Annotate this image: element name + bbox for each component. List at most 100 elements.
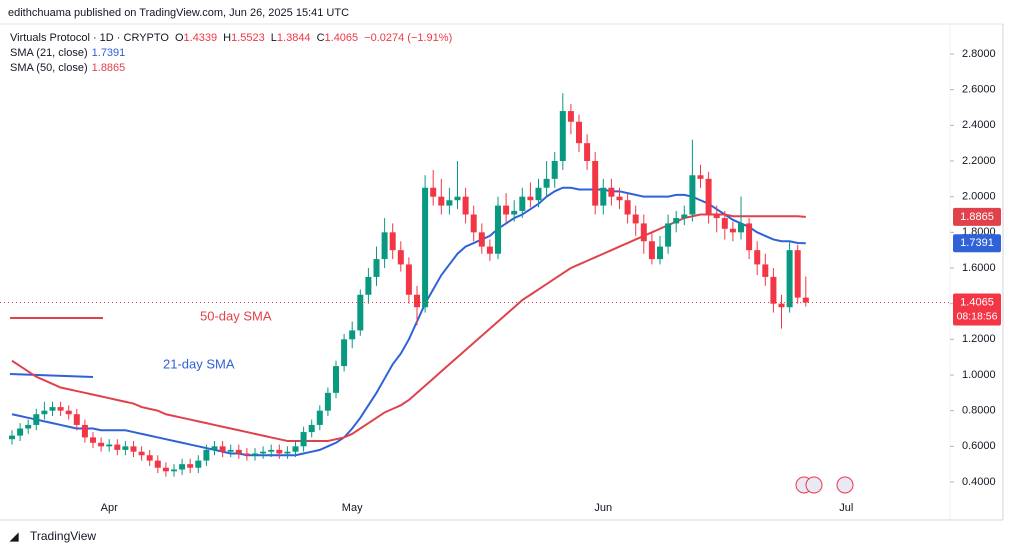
- legend-value: 1.7391: [92, 47, 126, 59]
- candle-body: [551, 161, 558, 179]
- annotation: 50-day SMA: [200, 308, 272, 323]
- legend-name: SMA (21, close): [10, 47, 88, 59]
- candle-body: [624, 200, 631, 215]
- ohlc-value: 1.4065: [325, 32, 359, 44]
- candle-body: [260, 451, 267, 454]
- candle-body: [90, 437, 96, 443]
- candle-body: [414, 294, 420, 308]
- candle-body: [567, 111, 574, 122]
- candle-body: [495, 205, 501, 254]
- candle-body: [729, 228, 736, 233]
- candle-body: [106, 444, 113, 447]
- candle-body: [576, 121, 582, 144]
- y-tick-label: 0.6000: [962, 440, 996, 452]
- candle-body: [470, 214, 477, 233]
- candle-body: [762, 264, 769, 277]
- price-badge: [953, 207, 1001, 226]
- candle-body: [786, 250, 793, 308]
- candle-body: [49, 407, 56, 411]
- y-tick-label: 2.0000: [962, 191, 996, 203]
- event-icons: [795, 476, 854, 494]
- candle-body: [130, 446, 137, 452]
- candle-body: [559, 111, 566, 161]
- ohlc-label: O: [175, 32, 184, 44]
- candle-body: [648, 241, 655, 260]
- price-badge: [953, 234, 1001, 253]
- y-tick-label: 2.8000: [962, 48, 996, 60]
- chart-header: Virtuals Protocol · 1D · CRYPTO O1.4339 H1…: [10, 32, 452, 44]
- candle-body: [673, 218, 680, 224]
- candle-body: [770, 276, 777, 304]
- brand: TradingView: [30, 529, 96, 543]
- candle-body: [802, 297, 809, 303]
- candle-body: [33, 414, 40, 425]
- candle-body: [146, 455, 153, 461]
- ohlc-label: L: [271, 32, 277, 44]
- candle-body: [252, 453, 258, 456]
- x-tick-label: May: [342, 502, 363, 514]
- candle-body: [519, 196, 526, 211]
- candle-body: [462, 196, 469, 215]
- legend-value: 1.8865: [92, 62, 126, 74]
- candle-body: [227, 449, 234, 452]
- candle-body: [373, 259, 380, 277]
- candle-body: [794, 250, 801, 298]
- change: −0.0274 (−1.91%): [364, 32, 452, 44]
- candle-body: [98, 442, 105, 447]
- candle-body: [235, 449, 242, 454]
- price-badge-label: 1.7391: [960, 237, 994, 249]
- candle-body: [746, 223, 753, 251]
- ohlc-value: 1.4339: [184, 32, 218, 44]
- logo-mark: ◢: [9, 531, 19, 543]
- candle-body: [162, 467, 169, 472]
- candle-body: [154, 460, 161, 468]
- candle-body: [349, 330, 356, 340]
- candle-body: [138, 451, 145, 456]
- candle-body: [65, 410, 72, 415]
- candle-body: [616, 196, 623, 201]
- candle-body: [333, 366, 339, 393]
- candle-body: [284, 451, 291, 454]
- legend-entry: SMA (21, close) 1.7391: [10, 47, 125, 59]
- candle-body: [300, 432, 307, 447]
- candle-body: [9, 435, 15, 440]
- candle-body: [535, 187, 542, 201]
- ohlc-label: H: [223, 32, 231, 44]
- candle-body: [446, 200, 453, 206]
- candle-body: [640, 223, 647, 242]
- legend-entry: SMA (50, close) 1.8865: [10, 62, 125, 74]
- candle-body: [17, 428, 24, 436]
- candle-body: [632, 214, 639, 224]
- candle-body: [697, 175, 704, 179]
- candle-body: [527, 196, 534, 201]
- candle-body: [778, 303, 785, 308]
- y-tick-label: 1.6000: [962, 262, 996, 274]
- legend-name: SMA (50, close): [10, 62, 88, 74]
- candle-body: [397, 250, 404, 265]
- candle-body: [713, 214, 720, 219]
- price-badge-label: 1.4065: [960, 296, 994, 308]
- candle-body: [324, 392, 331, 411]
- y-tick-label: 2.2000: [962, 155, 996, 167]
- candle-body: [705, 178, 712, 215]
- y-tick-label: 1.2000: [962, 333, 996, 345]
- y-tick-label: 2.4000: [962, 119, 996, 131]
- candle-body: [405, 264, 412, 295]
- candle-body: [195, 460, 202, 468]
- candle-body: [357, 294, 364, 331]
- candle-body: [179, 464, 186, 470]
- x-tick-label: Jul: [839, 502, 853, 514]
- candle-body: [187, 464, 194, 468]
- candle-body: [203, 449, 210, 461]
- candle-body: [592, 161, 599, 206]
- candle-body: [292, 446, 299, 452]
- y-tick-label: 0.8000: [962, 405, 996, 417]
- x-tick-label: Apr: [101, 502, 118, 514]
- candle-body: [438, 196, 445, 206]
- candle-body: [308, 424, 315, 433]
- candle-body: [268, 449, 275, 452]
- candle-body: [219, 446, 226, 452]
- x-tick-label: Jun: [594, 502, 612, 514]
